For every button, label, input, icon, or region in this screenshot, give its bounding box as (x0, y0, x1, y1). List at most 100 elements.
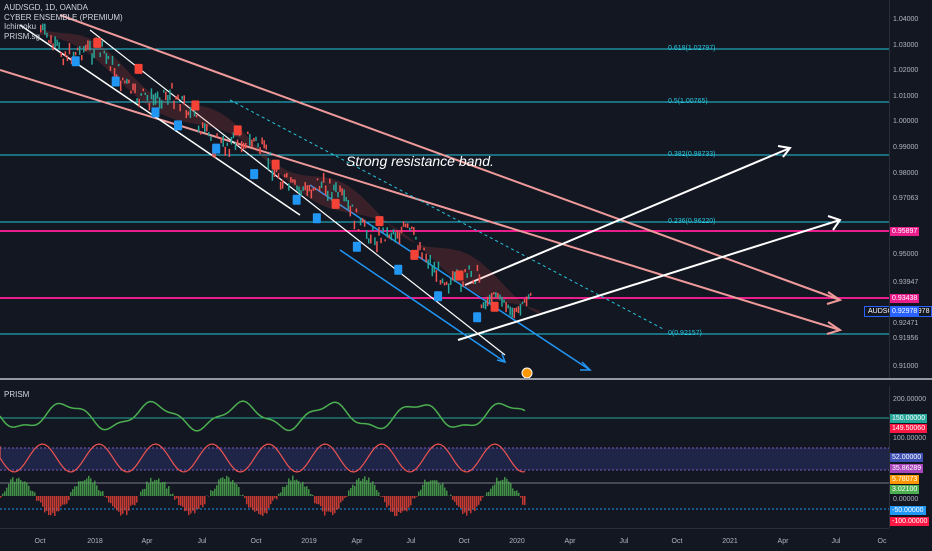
time-label: Oct (251, 538, 262, 545)
prism-tag-149: 149.50060 (890, 424, 927, 433)
prism-histogram-bar (282, 487, 284, 496)
time-label: Oc (878, 538, 887, 545)
prism-histogram-bar (118, 496, 120, 512)
candle (259, 147, 261, 154)
prism-histogram-bar (320, 496, 322, 506)
prism-histogram-bar (456, 496, 458, 505)
prism-histogram-bar (188, 496, 190, 515)
candle (147, 95, 149, 101)
prism-histogram-bar (318, 496, 320, 504)
candle (376, 241, 378, 252)
prism-histogram-bar (130, 496, 132, 506)
prism-histogram-bar (260, 496, 262, 515)
prism-histogram-bar (286, 485, 288, 496)
candle (356, 209, 358, 213)
candle (483, 302, 485, 308)
candle (198, 126, 200, 133)
chart-legend: AUD/SGD, 1D, OANDA CYBER ENSEMBLE (PREMI… (4, 3, 123, 41)
prism-histogram-bar (324, 496, 326, 516)
candle (503, 299, 505, 302)
prism-histogram-bar (82, 481, 84, 496)
prism-tick: 0.00000 (893, 496, 918, 504)
prism-histogram-bar (494, 484, 496, 496)
prism-histogram-bar (184, 496, 186, 511)
candle (501, 297, 503, 307)
sell-signal-marker (332, 199, 340, 209)
prism-histogram-bar (314, 496, 316, 503)
prism-histogram-bar (312, 495, 314, 496)
prism-histogram-bar (398, 496, 400, 512)
prism-histogram-bar (256, 496, 258, 511)
candle (444, 282, 446, 285)
pane-separator[interactable] (0, 378, 932, 386)
time-label: Oct (672, 538, 683, 545)
prism-histogram-bar (412, 496, 414, 498)
prism-histogram-bar (132, 496, 134, 505)
prism-histogram-bar (342, 496, 344, 500)
prism-histogram-bar (434, 480, 436, 496)
prism-tick: 100.00000 (893, 435, 926, 443)
prism-canvas[interactable] (0, 386, 889, 528)
prism-histogram-bar (254, 496, 256, 512)
prism-histogram-bar (340, 496, 342, 502)
indicator-ichimoku[interactable]: Ichimoku (4, 22, 123, 32)
prism-histogram-bar (78, 481, 80, 496)
price-axis[interactable]: 1.04000 1.03000 1.02000 1.01000 1.00000 … (889, 0, 932, 378)
time-axis[interactable]: Oct 2018 Apr Jul Oct 2019 Apr Jul Oct 20… (0, 528, 889, 551)
candle (415, 237, 417, 240)
prism-histogram-bar (380, 496, 382, 497)
candle (69, 43, 71, 54)
time-label: 2020 (509, 538, 525, 545)
candle (438, 262, 440, 270)
price-chart-pane[interactable]: AUD/SGD, 1D, OANDA CYBER ENSEMBLE (PREMI… (0, 0, 889, 378)
price-tick: 0.92471 (893, 320, 918, 328)
candle (407, 223, 409, 228)
indicator-prism[interactable]: PRISM.sg (4, 32, 123, 42)
candle (181, 96, 183, 100)
price-tick: 0.97063 (893, 195, 918, 203)
prism-histogram-bar (196, 496, 198, 509)
prism-histogram-bar (482, 496, 484, 497)
prism-axis[interactable]: 200.00000 150.00000 149.50060 100.00000 … (889, 386, 932, 528)
candle (300, 190, 302, 196)
price-tick: 1.00000 (893, 118, 918, 126)
candle (229, 149, 231, 157)
prism-histogram-bar (148, 484, 150, 496)
candle (261, 137, 263, 144)
prism-histogram-bar (94, 481, 96, 496)
candle (434, 262, 436, 273)
price-chart-canvas[interactable] (0, 0, 889, 378)
candle (323, 173, 325, 183)
prism-histogram-bar (222, 477, 224, 496)
candle (516, 307, 518, 312)
prism-histogram-bar (338, 496, 340, 509)
prism-histogram-bar (438, 483, 440, 496)
event-marker-icon[interactable] (522, 368, 532, 378)
prism-indicator-pane[interactable]: PRISM (0, 386, 889, 528)
time-label: Apr (352, 538, 363, 545)
candle (391, 233, 393, 241)
prism-title[interactable]: PRISM (4, 390, 29, 399)
candle (282, 180, 284, 189)
candle (372, 226, 374, 231)
prism-histogram-bar (292, 476, 294, 496)
prism-histogram-bar (268, 496, 270, 508)
prism-histogram-bar (278, 494, 280, 496)
price-tick: 0.95000 (893, 251, 918, 259)
resistance-annotation: Strong resistance band. (346, 153, 494, 169)
prism-histogram-bar (28, 486, 30, 496)
candle (518, 306, 520, 313)
candle (298, 187, 300, 194)
candle (171, 83, 173, 89)
prism-histogram-bar (100, 492, 102, 496)
candle (302, 186, 304, 191)
prism-histogram-bar (108, 496, 110, 502)
symbol-line[interactable]: AUD/SGD, 1D, OANDA (4, 3, 123, 13)
fib-label-0236: 0.236(0.96220) (668, 218, 715, 225)
prism-histogram-bar (298, 481, 300, 496)
prism-histogram-bar (22, 482, 24, 496)
prism-histogram (0, 476, 526, 517)
prism-histogram-bar (428, 482, 430, 496)
indicator-cyber-ensemble[interactable]: CYBER ENSEMBLE (PREMIUM) (4, 13, 123, 23)
prism-histogram-bar (232, 480, 234, 496)
